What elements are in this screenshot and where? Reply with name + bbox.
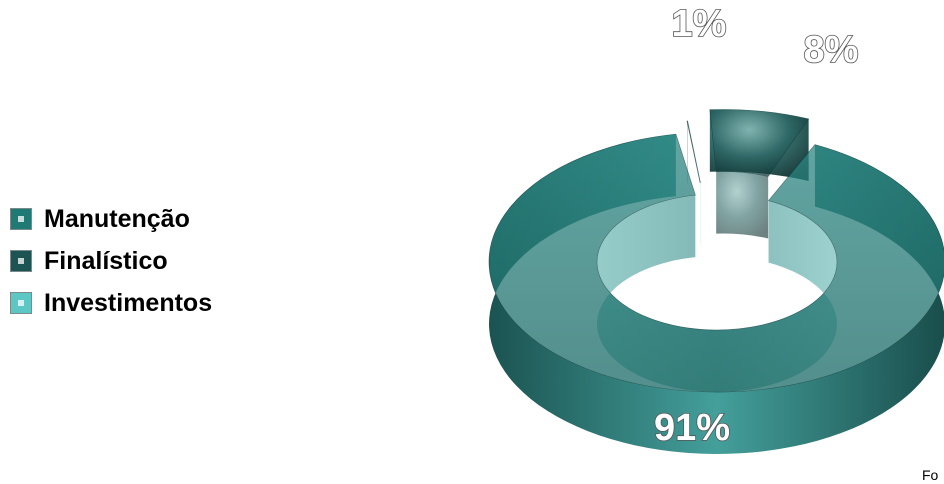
- source-note: Fo: [922, 467, 939, 483]
- chart-legend: Manutenção Finalístico Investimentos: [10, 198, 212, 324]
- slice-outer-wall-investimentos: [686, 121, 688, 184]
- data-label-manutencao: 91%: [654, 407, 730, 449]
- slice-finalistico: [709, 109, 810, 239]
- legend-swatch-finalistico: [10, 250, 32, 272]
- donut-chart: 1% 8% 91%: [488, 2, 944, 454]
- legend-item-manutencao: Manutenção: [10, 198, 212, 240]
- legend-label-manutencao: Manutenção: [44, 204, 190, 233]
- legend-label-finalistico: Finalístico: [44, 246, 168, 275]
- data-label-finalistico: 8%: [804, 29, 859, 71]
- legend-swatch-manutencao: [10, 208, 32, 230]
- data-label-investimentos: 1%: [672, 3, 727, 45]
- legend-swatch-investimentos: [10, 292, 32, 314]
- slice-inner-wall-finalistico: [716, 171, 769, 239]
- slice-manutencao: [488, 133, 944, 454]
- legend-item-investimentos: Investimentos: [10, 282, 212, 324]
- slice-investimentos: [686, 120, 701, 245]
- slice-top-manutencao: [488, 133, 944, 393]
- slice-top-investimentos: [686, 120, 701, 183]
- slice-top-finalistico: [709, 109, 810, 177]
- legend-label-investimentos: Investimentos: [44, 288, 213, 317]
- legend-item-finalistico: Finalístico: [10, 240, 212, 282]
